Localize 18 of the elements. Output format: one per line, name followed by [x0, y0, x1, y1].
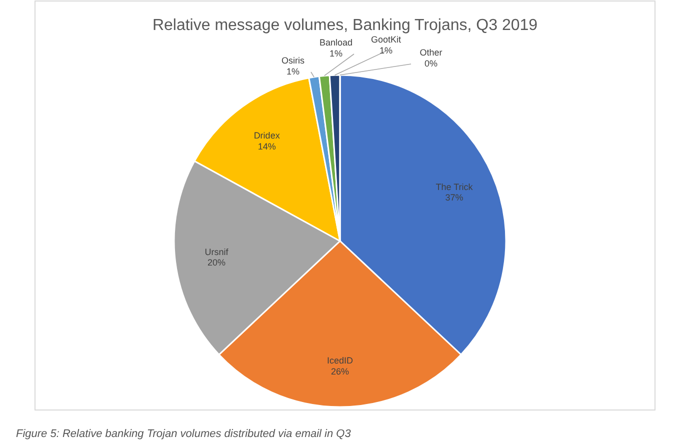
slice-label: Osiris [282, 56, 305, 66]
slice-label: The Trick [436, 182, 474, 192]
data-label: 1% [379, 45, 393, 56]
slice-label: Banload [319, 38, 353, 48]
slice-label: IcedID [326, 356, 354, 366]
chart-title: Relative message volumes, Banking Trojans, Q3 2019 [152, 17, 538, 34]
category-label: Other [420, 48, 442, 58]
slice-label: Ursnif [204, 246, 229, 257]
text: 0% [424, 58, 438, 68]
slice-label: GootKit [370, 34, 402, 45]
data-label: 26% [330, 366, 350, 376]
slice-label: Dridex [254, 130, 280, 140]
data-label: 1% [286, 66, 300, 76]
data-label: 14% [258, 141, 276, 152]
data-label: 37% [445, 192, 464, 203]
caption: Figure 5: Relative banking Trojan volumes distributed via email in Q3 [16, 428, 352, 440]
data-label: 1% [329, 48, 343, 58]
data-label: 20% [207, 258, 226, 268]
